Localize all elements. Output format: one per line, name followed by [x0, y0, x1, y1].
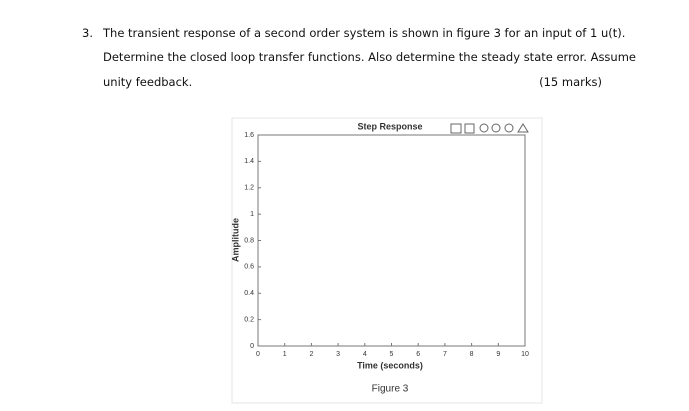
y-tick-label: 0.8 — [244, 237, 254, 244]
question-line: Determine the closed loop transfer funct… — [103, 50, 636, 64]
y-axis-label: Amplitude — [230, 218, 240, 262]
y-tick-label: 1.2 — [244, 185, 254, 192]
y-tick-label: 1 — [250, 211, 254, 218]
x-tick-label: 7 — [443, 351, 447, 358]
x-tick-label: 4 — [363, 351, 367, 358]
chart-title: Step Response — [357, 121, 422, 131]
x-tick-label: 6 — [416, 351, 420, 358]
y-tick-label: 0 — [250, 343, 254, 350]
x-tick-label: 5 — [390, 351, 394, 358]
x-axis-label: Time (seconds) — [357, 360, 423, 370]
y-tick-label: 1.4 — [244, 158, 254, 165]
question-line: unity feedback. — [103, 75, 193, 89]
y-tick-label: 0.6 — [244, 264, 254, 271]
figure-caption: Figure 3 — [372, 384, 409, 395]
x-tick-label: 10 — [521, 351, 529, 358]
x-tick-label: 0 — [256, 351, 260, 358]
x-tick-label: 9 — [496, 351, 500, 358]
x-tick-label: 8 — [470, 351, 474, 358]
marks: (15 marks) — [539, 75, 602, 89]
y-tick-label: 1.6 — [244, 132, 254, 139]
toolbar[interactable] — [450, 123, 529, 134]
y-tick-label: 0.2 — [244, 316, 254, 323]
question-number: 3. — [82, 26, 93, 40]
x-tick-label: 1 — [283, 351, 287, 358]
axes-box — [257, 134, 526, 347]
y-tick-label: 0.4 — [244, 290, 254, 297]
x-tick-label: 2 — [309, 351, 313, 358]
question-line: The transient response of a second order… — [103, 26, 626, 40]
x-tick-label: 3 — [336, 351, 340, 358]
